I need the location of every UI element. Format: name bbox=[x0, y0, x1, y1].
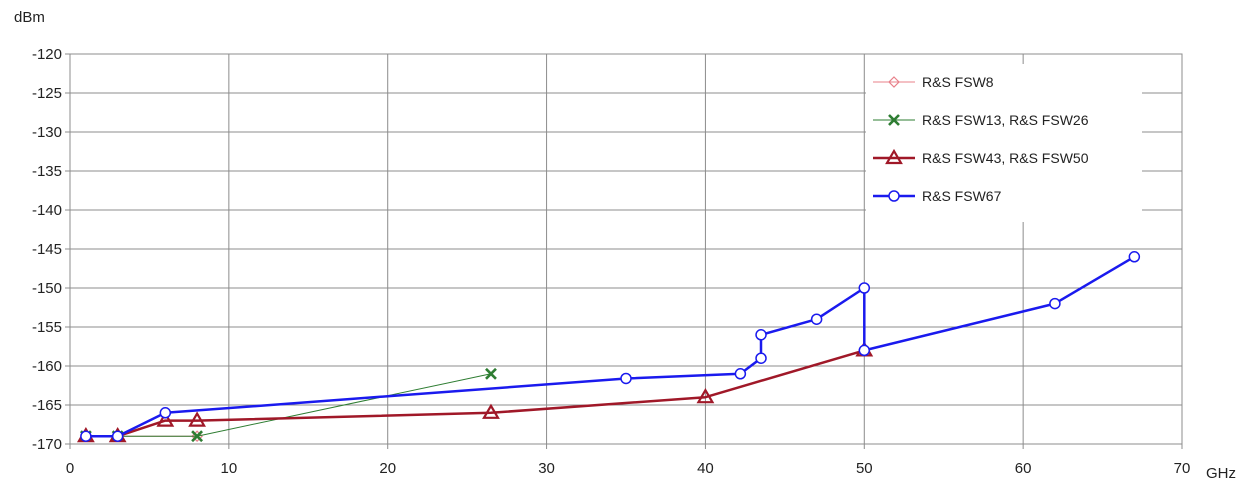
circle-marker bbox=[111, 430, 124, 442]
circle-marker bbox=[888, 190, 900, 202]
series-2 bbox=[76, 341, 874, 443]
circle-marker bbox=[755, 352, 767, 364]
y-tick-label: -135 bbox=[32, 163, 62, 180]
x-tick-label: 60 bbox=[1015, 460, 1032, 477]
y-axis-unit-label: dBm bbox=[14, 9, 45, 26]
y-tick-label: -155 bbox=[32, 319, 62, 336]
triangle-marker bbox=[156, 411, 175, 427]
y-tick-label: -125 bbox=[32, 85, 62, 102]
x-tick-label: 70 bbox=[1174, 460, 1191, 477]
circle-marker bbox=[755, 329, 767, 341]
x-tick-label: 20 bbox=[379, 460, 396, 477]
y-tick-label: -170 bbox=[32, 436, 62, 453]
x-tick-label: 0 bbox=[66, 460, 74, 477]
series-group bbox=[76, 251, 1141, 443]
legend-label: R&S FSW8 bbox=[922, 74, 994, 90]
y-tick-label: -120 bbox=[32, 46, 62, 63]
series-line bbox=[85, 255, 1135, 438]
y-tick-label: -140 bbox=[32, 202, 62, 219]
triangle-marker bbox=[885, 148, 903, 165]
grid-lines bbox=[65, 53, 1183, 449]
x-axis-unit-label: GHz bbox=[1206, 465, 1236, 482]
x-tick-label: 10 bbox=[221, 460, 238, 477]
circle-marker bbox=[620, 372, 632, 385]
triangle-marker bbox=[188, 411, 207, 427]
y-axis-tick-labels: -120 -125 -130 -135 -140 -145 -150 -155 -160 -165… bbox=[32, 46, 62, 453]
legend-label: R&S FSW13, R&S FSW26 bbox=[922, 112, 1089, 128]
circle-marker bbox=[810, 313, 823, 325]
y-tick-label: -130 bbox=[32, 124, 62, 141]
x-marker bbox=[485, 367, 497, 380]
x-tick-label: 40 bbox=[697, 460, 714, 477]
y-tick-label: -165 bbox=[32, 397, 62, 414]
legend: R&S FSW8 R&S FSW13, R&S FSW26 R&S FSW43, R… bbox=[866, 64, 1142, 222]
x-marker bbox=[888, 114, 900, 126]
y-tick-label: -145 bbox=[32, 241, 62, 258]
legend-label: R&S FSW67 bbox=[922, 188, 1002, 204]
x-tick-label: 50 bbox=[856, 460, 873, 477]
circle-marker bbox=[1049, 297, 1061, 310]
triangle-marker bbox=[482, 403, 500, 419]
x-tick-label: 30 bbox=[538, 460, 555, 477]
circle-marker bbox=[80, 430, 92, 442]
circle-marker bbox=[159, 407, 172, 419]
x-marker bbox=[191, 430, 204, 443]
circle-marker bbox=[858, 344, 871, 357]
y-tick-label: -150 bbox=[32, 280, 62, 297]
series-3 bbox=[80, 251, 1141, 442]
plot-area-border bbox=[69, 53, 1183, 445]
legend-label: R&S FSW43, R&S FSW50 bbox=[922, 150, 1089, 166]
y-tick-label: -160 bbox=[32, 358, 62, 375]
circle-marker bbox=[1128, 251, 1141, 263]
diamond-marker bbox=[888, 76, 900, 88]
circle-marker bbox=[734, 368, 747, 380]
x-axis-tick-labels: 0 10 20 30 40 50 60 70 bbox=[66, 460, 1191, 477]
triangle-marker bbox=[696, 388, 715, 404]
circle-marker bbox=[858, 282, 871, 294]
legend-box bbox=[866, 64, 1142, 222]
